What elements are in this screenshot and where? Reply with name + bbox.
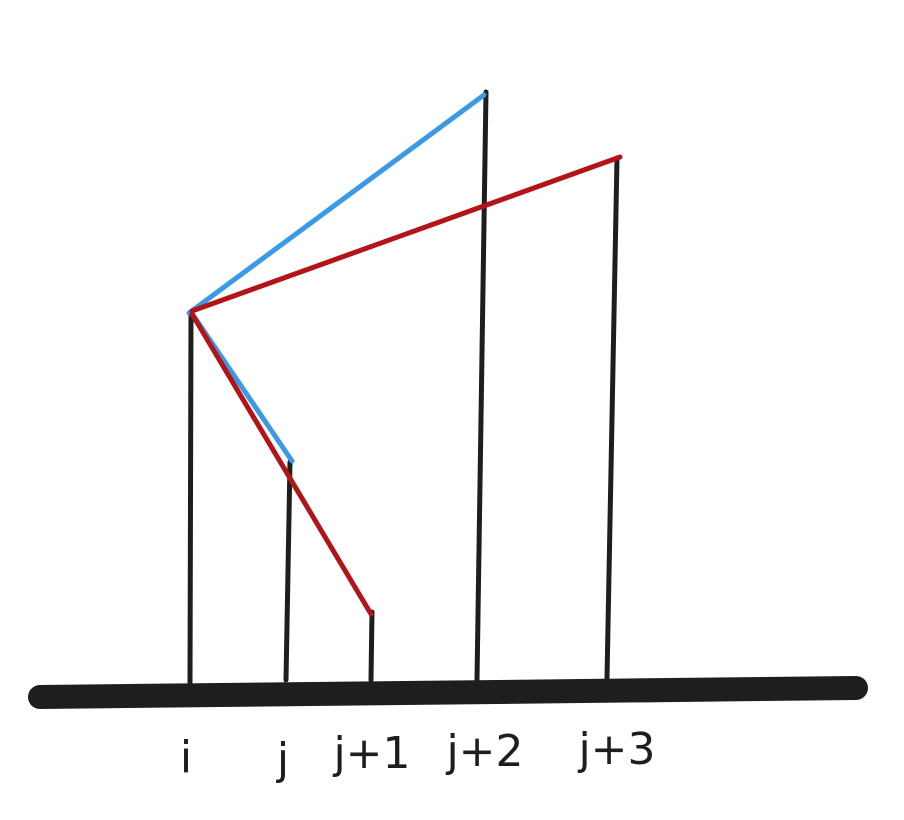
label-j-plus-3: j+3 [577,724,655,775]
red-line-i-to-j-plus-3 [189,154,623,314]
red-line-i-to-j-plus-1 [189,311,374,617]
pillar-j [283,459,293,683]
pillar-j-plus-1 [368,609,375,683]
label-j-plus-2: j+2 [445,726,523,777]
pillar-j-plus-2 [474,89,489,683]
baseline [28,676,868,709]
blue-line-i-to-j-plus-2 [186,92,487,316]
label-i: i [180,732,192,783]
label-j-plus-1: j+1 [332,728,410,779]
pillar-j-plus-3 [604,155,620,681]
label-j: j [276,734,289,785]
pillar-i [187,311,194,687]
